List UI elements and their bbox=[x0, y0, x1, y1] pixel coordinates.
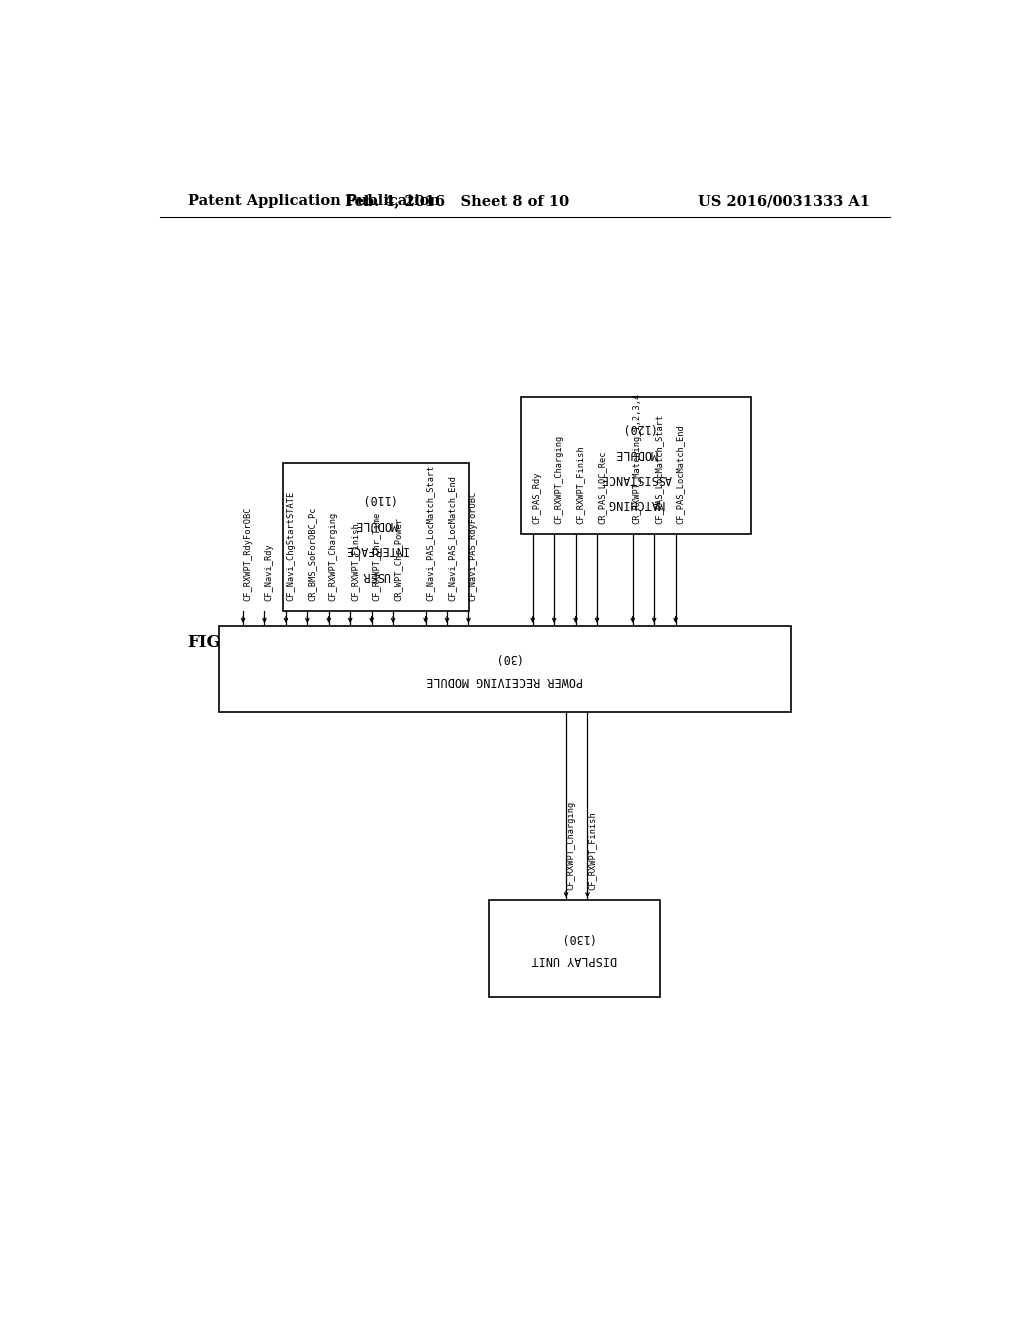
Text: CF_RXWPT_Chr_Time: CF_RXWPT_Chr_Time bbox=[372, 511, 381, 601]
Text: CR_BMS_SoForOBC_Pc: CR_BMS_SoForOBC_Pc bbox=[307, 506, 316, 601]
Text: CR_RXWPT_Matching_1,2,3,4: CR_RXWPT_Matching_1,2,3,4 bbox=[633, 393, 642, 524]
Text: CF_Navi_Rdy: CF_Navi_Rdy bbox=[264, 543, 273, 601]
Text: CF_RXWPT_RdyForOBC: CF_RXWPT_RdyForOBC bbox=[243, 506, 252, 601]
Bar bbox=[219, 626, 791, 713]
Text: MATCHING: MATCHING bbox=[607, 498, 665, 511]
Text: CF_RXWPT_Finish: CF_RXWPT_Finish bbox=[588, 812, 597, 890]
Text: CF_RXWPT_Charging: CF_RXWPT_Charging bbox=[566, 801, 575, 890]
Text: CF_PAS_Rdy: CF_PAS_Rdy bbox=[532, 471, 542, 524]
Text: CF_Navi_PAS_LocMatch_End: CF_Navi_PAS_LocMatch_End bbox=[447, 474, 456, 601]
Bar bbox=[283, 463, 469, 611]
Text: FIG.7: FIG.7 bbox=[187, 634, 239, 651]
Text: Patent Application Publication: Patent Application Publication bbox=[187, 194, 439, 209]
Text: Feb. 4, 2016   Sheet 8 of 10: Feb. 4, 2016 Sheet 8 of 10 bbox=[345, 194, 569, 209]
Text: MODULE: MODULE bbox=[354, 517, 397, 531]
Text: CF_PAS_LocMatch_Start: CF_PAS_LocMatch_Start bbox=[654, 414, 664, 524]
Text: CF_Navi_PAS_RdyForOBC: CF_Navi_PAS_RdyForOBC bbox=[468, 490, 477, 601]
Text: CF_RXWPT_Charging: CF_RXWPT_Charging bbox=[554, 436, 563, 524]
Text: CF_PAS_LocMatch_End: CF_PAS_LocMatch_End bbox=[676, 425, 685, 524]
Text: INTERFACE: INTERFACE bbox=[344, 544, 408, 556]
Text: CF_RXWPT_Finish: CF_RXWPT_Finish bbox=[575, 446, 585, 524]
Text: CF_Navi_PAS_LocMatch_Start: CF_Navi_PAS_LocMatch_Start bbox=[426, 465, 434, 601]
Text: USER: USER bbox=[361, 569, 390, 582]
Text: POWER RECEIVING MODULE: POWER RECEIVING MODULE bbox=[427, 673, 584, 686]
Bar bbox=[489, 900, 659, 997]
Text: US 2016/0031333 A1: US 2016/0031333 A1 bbox=[698, 194, 870, 209]
Text: (30): (30) bbox=[490, 652, 519, 664]
Text: CF_RXWPT_Finish: CF_RXWPT_Finish bbox=[350, 521, 359, 601]
Text: (130): (130) bbox=[557, 931, 592, 944]
Text: CF_RXWPT_Charging: CF_RXWPT_Charging bbox=[329, 511, 338, 601]
Text: DISPLAY UNIT: DISPLAY UNIT bbox=[531, 953, 617, 966]
Text: CR_WPT_Chr_Power: CR_WPT_Chr_Power bbox=[393, 516, 402, 601]
Text: CF_Navi_ChgStartSTATE: CF_Navi_ChgStartSTATE bbox=[286, 490, 295, 601]
Text: CR_PAS_LOC_Rec: CR_PAS_LOC_Rec bbox=[597, 451, 606, 524]
Text: (120): (120) bbox=[618, 421, 653, 434]
Text: (110): (110) bbox=[358, 492, 394, 506]
Text: ASSISTANCE: ASSISTANCE bbox=[600, 473, 672, 484]
Text: MODULE: MODULE bbox=[614, 446, 657, 459]
Bar bbox=[521, 397, 751, 535]
